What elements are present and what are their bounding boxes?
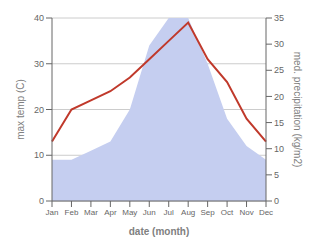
svg-text:May: May — [122, 208, 137, 217]
svg-text:20: 20 — [34, 105, 44, 115]
svg-text:Jul: Jul — [164, 208, 174, 217]
svg-text:Dec: Dec — [259, 208, 273, 217]
svg-text:Aug: Aug — [181, 208, 195, 217]
svg-text:Nov: Nov — [239, 208, 253, 217]
svg-text:Jan: Jan — [46, 208, 59, 217]
svg-text:40: 40 — [34, 13, 44, 23]
svg-text:Mar: Mar — [84, 208, 98, 217]
svg-text:Jun: Jun — [143, 208, 156, 217]
svg-text:Apr: Apr — [104, 208, 117, 217]
svg-text:15: 15 — [274, 118, 284, 128]
svg-text:date (month): date (month) — [129, 226, 190, 237]
svg-text:5: 5 — [274, 170, 279, 180]
svg-text:Oct: Oct — [221, 208, 234, 217]
svg-text:20: 20 — [274, 92, 284, 102]
svg-text:0: 0 — [274, 196, 279, 206]
svg-text:10: 10 — [34, 150, 44, 160]
svg-text:Sep: Sep — [201, 208, 216, 217]
svg-text:30: 30 — [274, 39, 284, 49]
svg-text:30: 30 — [34, 59, 44, 69]
svg-text:Feb: Feb — [65, 208, 79, 217]
svg-text:25: 25 — [274, 65, 284, 75]
svg-text:35: 35 — [274, 13, 284, 23]
svg-text:max temp (C): max temp (C) — [15, 79, 26, 140]
svg-text:10: 10 — [274, 144, 284, 154]
svg-text:0: 0 — [39, 196, 44, 206]
svg-text:med. precipitation (kg/m2): med. precipitation (kg/m2) — [292, 52, 303, 168]
